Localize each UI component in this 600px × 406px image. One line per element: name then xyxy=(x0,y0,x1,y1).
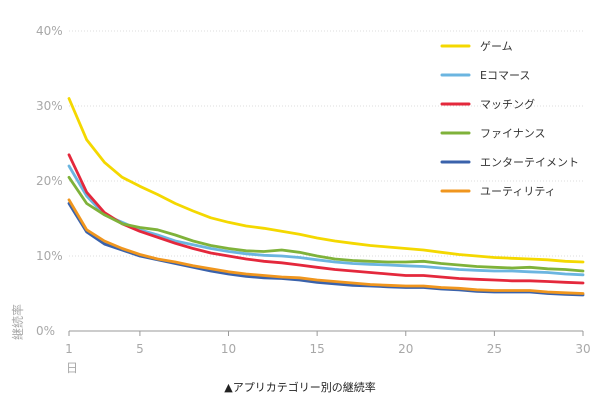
series-line xyxy=(67,164,585,277)
series-lines xyxy=(67,97,585,297)
series-line xyxy=(67,97,585,264)
legend-label: Eコマース xyxy=(480,69,530,82)
x-tick-label: 5 xyxy=(136,342,144,356)
y-tick-label: 0% xyxy=(36,324,55,338)
x-axis-unit-label: 日 xyxy=(66,361,78,375)
legend-label: マッチング xyxy=(480,97,535,111)
grid-lines xyxy=(69,30,583,257)
legend-label: ユーティリティ xyxy=(480,185,556,198)
x-tick-label: 30 xyxy=(575,342,590,356)
legend-label: ゲーム xyxy=(480,40,513,53)
legend-label: ファイナンス xyxy=(480,127,546,140)
axes: 0%10%20%30%40%1 5 10 15 20 25 30 xyxy=(36,24,591,356)
series-line xyxy=(67,198,585,295)
chart-caption: ▲アプリカテゴリー別の継続率 xyxy=(224,380,375,394)
x-tick-label: 1 xyxy=(65,342,73,356)
y-tick-label: 20% xyxy=(36,174,63,188)
y-tick-label: 40% xyxy=(36,24,63,38)
series-line xyxy=(67,153,585,285)
x-tick-label: 20 xyxy=(398,342,413,356)
legend-label: エンターテイメント xyxy=(480,156,579,169)
x-tick-label: 15 xyxy=(309,342,324,356)
series-line xyxy=(67,175,585,273)
x-tick-label: 10 xyxy=(221,342,236,356)
x-tick-label: 25 xyxy=(487,342,502,356)
y-axis-label: 継続率 xyxy=(10,304,25,340)
y-tick-label: 30% xyxy=(36,99,63,113)
y-tick-label: 10% xyxy=(36,249,63,263)
